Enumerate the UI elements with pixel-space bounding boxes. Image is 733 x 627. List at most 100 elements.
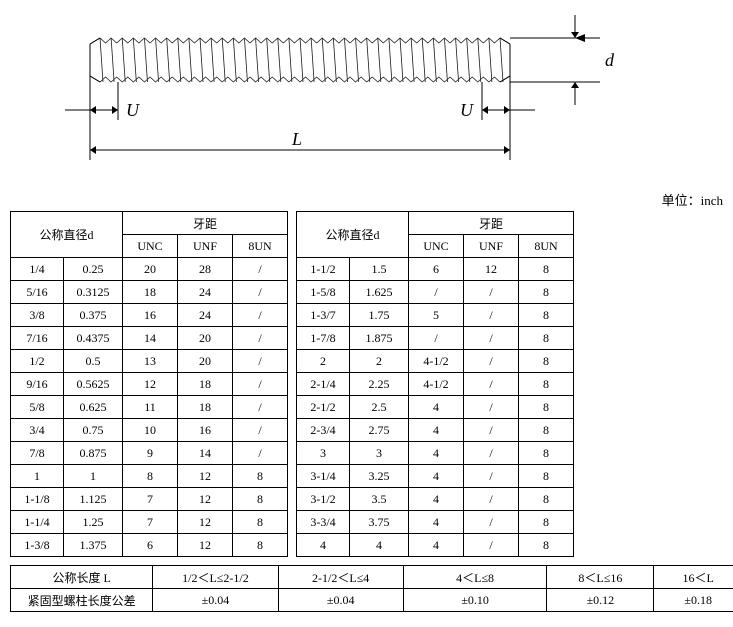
cell: 3 — [350, 442, 409, 465]
label-U-right: U — [460, 100, 474, 120]
table-row: 3-1/43.254/8 — [297, 465, 574, 488]
cell: 1/2 — [11, 350, 64, 373]
cell: 4 — [409, 511, 464, 534]
table-row: 3-1/23.54/8 — [297, 488, 574, 511]
cell: / — [464, 304, 519, 327]
cell: ±0.10 — [403, 589, 547, 612]
dim-L: L — [90, 120, 510, 160]
cell: 11 — [123, 396, 178, 419]
cell: 8 — [519, 304, 574, 327]
cell: 8 — [233, 488, 288, 511]
th-unf: UNF — [178, 235, 233, 258]
cell: 2.25 — [350, 373, 409, 396]
cell: / — [233, 281, 288, 304]
cell: / — [464, 281, 519, 304]
cell: 2.75 — [350, 419, 409, 442]
cell: 4 — [297, 534, 350, 557]
table-row: 2-1/22.54/8 — [297, 396, 574, 419]
cell: 8 — [233, 534, 288, 557]
cell: / — [464, 419, 519, 442]
cell: ±0.18 — [654, 589, 733, 612]
table-row: 5/160.31251824/ — [11, 281, 288, 304]
cell: 1 — [64, 465, 123, 488]
table-row: 5/80.6251118/ — [11, 396, 288, 419]
cell: 1-5/8 — [297, 281, 350, 304]
cell: 5/16 — [11, 281, 64, 304]
cell: 16 — [178, 419, 233, 442]
cell: 4 — [409, 419, 464, 442]
th-pitch-r: 牙距 — [409, 212, 574, 235]
cell: 8＜L≤16 — [547, 566, 654, 589]
cell: 紧固型螺柱长度公差 — [11, 589, 153, 612]
table-row: 1-1/81.1257128 — [11, 488, 288, 511]
cell: 3/4 — [11, 419, 64, 442]
cell: / — [409, 327, 464, 350]
cell: 12 — [123, 373, 178, 396]
cell: 公称长度 L — [11, 566, 153, 589]
cell: ±0.04 — [278, 589, 403, 612]
cell: 3/8 — [11, 304, 64, 327]
th-unc-r: UNC — [409, 235, 464, 258]
cell: 8 — [519, 373, 574, 396]
table-row: 224-1/2/8 — [297, 350, 574, 373]
cell: 8 — [519, 258, 574, 281]
th-unf-r: UNF — [464, 235, 519, 258]
cell: 1-1/8 — [11, 488, 64, 511]
table-row: 2-3/42.754/8 — [297, 419, 574, 442]
cell: 1-1/4 — [11, 511, 64, 534]
cell: 3-3/4 — [297, 511, 350, 534]
cell: / — [464, 350, 519, 373]
cell: 12 — [178, 534, 233, 557]
table-row: 3/40.751016/ — [11, 419, 288, 442]
rod-svg: d U U L — [60, 10, 660, 180]
label-U-left: U — [126, 100, 140, 120]
dim-U-right: U — [460, 76, 535, 120]
cell: 20 — [178, 350, 233, 373]
table-row: 1/20.51320/ — [11, 350, 288, 373]
cell: ±0.04 — [153, 589, 278, 612]
left-thread-table: 公称直径d 牙距 UNC UNF 8UN 1/40.252028/5/160.3… — [10, 211, 288, 557]
cell: / — [409, 281, 464, 304]
cell: 8 — [519, 511, 574, 534]
cell: 1-1/2 — [297, 258, 350, 281]
cell: / — [464, 511, 519, 534]
cell: 9/16 — [11, 373, 64, 396]
cell: 4 — [350, 534, 409, 557]
table-row: 1-3/81.3756128 — [11, 534, 288, 557]
cell: 1/2＜L≤2-1/2 — [153, 566, 278, 589]
cell: 0.5 — [64, 350, 123, 373]
main-tables-row: 公称直径d 牙距 UNC UNF 8UN 1/40.252028/5/160.3… — [10, 211, 733, 557]
table-row: 9/160.56251218/ — [11, 373, 288, 396]
cell: 7 — [123, 488, 178, 511]
cell: 14 — [123, 327, 178, 350]
table-row: 7/160.43751420/ — [11, 327, 288, 350]
cell: 14 — [178, 442, 233, 465]
cell: 1.25 — [64, 511, 123, 534]
cell: 18 — [178, 373, 233, 396]
cell: 12 — [464, 258, 519, 281]
cell: 1-7/8 — [297, 327, 350, 350]
cell: 13 — [123, 350, 178, 373]
cell: 1-3/7 — [297, 304, 350, 327]
cell: / — [464, 442, 519, 465]
cell: 8 — [233, 465, 288, 488]
cell: / — [233, 373, 288, 396]
cell: / — [233, 304, 288, 327]
cell: ±0.12 — [547, 589, 654, 612]
cell: 7 — [123, 511, 178, 534]
cell: / — [464, 327, 519, 350]
cell: 3-1/2 — [297, 488, 350, 511]
cell: 8 — [519, 442, 574, 465]
cell: 4 — [409, 534, 464, 557]
cell: 12 — [178, 465, 233, 488]
cell: 1.75 — [350, 304, 409, 327]
cell: 0.75 — [64, 419, 123, 442]
cell: 20 — [178, 327, 233, 350]
cell: 1.625 — [350, 281, 409, 304]
cell: / — [233, 442, 288, 465]
table-row: 7/80.875914/ — [11, 442, 288, 465]
cell: / — [233, 258, 288, 281]
cell: 1 — [11, 465, 64, 488]
cell: 2.5 — [350, 396, 409, 419]
cell: 2-1/4 — [297, 373, 350, 396]
